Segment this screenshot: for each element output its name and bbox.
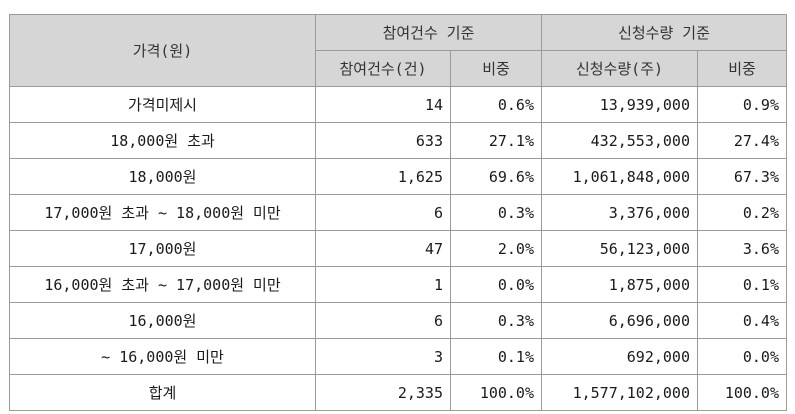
cell-request-qty: 692,000 xyxy=(541,338,698,375)
cell-request-qty: 1,061,848,000 xyxy=(541,158,698,195)
cell-participation-ratio: 2.0% xyxy=(450,230,542,267)
cell-price-label: 17,000원 xyxy=(9,230,316,267)
cell-participation-ratio: 0.1% xyxy=(450,338,542,375)
cell-request-qty: 432,553,000 xyxy=(541,122,698,159)
cell-request-ratio: 0.1% xyxy=(697,266,787,303)
cell-participation-count: 2,335 xyxy=(315,374,451,411)
cell-participation-count: 1,625 xyxy=(315,158,451,195)
cell-price-label: 16,000원 초과 ~ 17,000원 미만 xyxy=(9,266,316,303)
header-group-request: 신청수량 기준 xyxy=(541,14,787,51)
cell-participation-ratio: 27.1% xyxy=(450,122,542,159)
table-row: ~ 16,000원 미만 3 0.1% 692,000 0.0% xyxy=(9,338,787,375)
header-request-ratio: 비중 xyxy=(697,50,787,87)
cell-participation-ratio: 100.0% xyxy=(450,374,542,411)
cell-price-label: 18,000원 xyxy=(9,158,316,195)
header-group-participation: 참여건수 기준 xyxy=(315,14,542,51)
cell-price-label: ~ 16,000원 미만 xyxy=(9,338,316,375)
table-row: 18,000원 초과 633 27.1% 432,553,000 27.4% xyxy=(9,122,787,159)
cell-participation-count: 6 xyxy=(315,302,451,339)
cell-participation-ratio: 69.6% xyxy=(450,158,542,195)
table-row: 16,000원 6 0.3% 6,696,000 0.4% xyxy=(9,302,787,339)
cell-request-qty: 6,696,000 xyxy=(541,302,698,339)
demand-forecast-table: 가격(원) 참여건수 기준 신청수량 기준 참여건수(건) 비중 신청수량(주)… xyxy=(9,14,787,411)
cell-request-ratio: 0.4% xyxy=(697,302,787,339)
cell-request-ratio: 0.9% xyxy=(697,86,787,123)
cell-request-qty: 1,875,000 xyxy=(541,266,698,303)
cell-participation-ratio: 0.6% xyxy=(450,86,542,123)
table-container: 가격(원) 참여건수 기준 신청수량 기준 참여건수(건) 비중 신청수량(주)… xyxy=(9,14,787,411)
cell-request-qty: 1,577,102,000 xyxy=(541,374,698,411)
cell-price-label: 가격미제시 xyxy=(9,86,316,123)
cell-request-ratio: 3.6% xyxy=(697,230,787,267)
cell-request-qty: 56,123,000 xyxy=(541,230,698,267)
cell-request-qty: 3,376,000 xyxy=(541,194,698,231)
cell-request-ratio: 100.0% xyxy=(697,374,787,411)
header-request-qty: 신청수량(주) xyxy=(541,50,698,87)
cell-participation-ratio: 0.3% xyxy=(450,194,542,231)
cell-request-ratio: 27.4% xyxy=(697,122,787,159)
cell-participation-ratio: 0.3% xyxy=(450,302,542,339)
table-row: 17,000원 초과 ~ 18,000원 미만 6 0.3% 3,376,000 0.2… xyxy=(9,194,787,231)
table-row: 가격미제시 14 0.6% 13,939,000 0.9% xyxy=(9,86,787,123)
cell-participation-count: 6 xyxy=(315,194,451,231)
table-row: 합계 2,335 100.0% 1,577,102,000 100.0% xyxy=(9,374,787,411)
header-participation-count: 참여건수(건) xyxy=(315,50,451,87)
cell-participation-count: 47 xyxy=(315,230,451,267)
cell-price-label: 17,000원 초과 ~ 18,000원 미만 xyxy=(9,194,316,231)
header-price: 가격(원) xyxy=(9,14,316,87)
cell-price-label: 16,000원 xyxy=(9,302,316,339)
cell-price-label: 18,000원 초과 xyxy=(9,122,316,159)
cell-participation-count: 1 xyxy=(315,266,451,303)
cell-participation-count: 3 xyxy=(315,338,451,375)
table-row: 17,000원 47 2.0% 56,123,000 3.6% xyxy=(9,230,787,267)
cell-request-qty: 13,939,000 xyxy=(541,86,698,123)
cell-participation-count: 14 xyxy=(315,86,451,123)
cell-request-ratio: 67.3% xyxy=(697,158,787,195)
cell-request-ratio: 0.0% xyxy=(697,338,787,375)
table-row: 16,000원 초과 ~ 17,000원 미만 1 0.0% 1,875,000 0.1… xyxy=(9,266,787,303)
header-participation-ratio: 비중 xyxy=(450,50,542,87)
cell-participation-ratio: 0.0% xyxy=(450,266,542,303)
cell-participation-count: 633 xyxy=(315,122,451,159)
table-row: 18,000원 1,625 69.6% 1,061,848,000 67.3% xyxy=(9,158,787,195)
cell-request-ratio: 0.2% xyxy=(697,194,787,231)
cell-price-label: 합계 xyxy=(9,374,316,411)
